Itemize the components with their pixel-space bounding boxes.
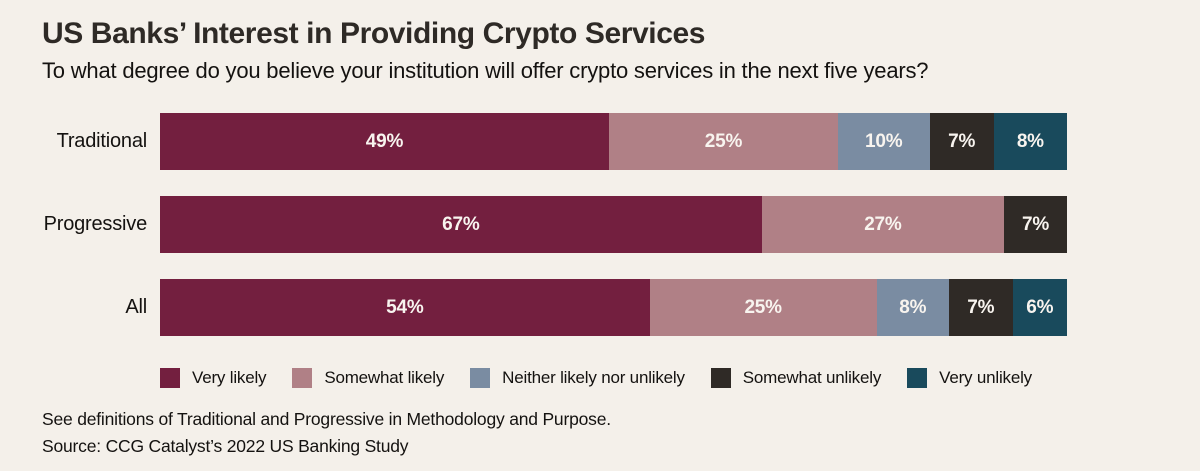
- legend-label-very-likely: Very likely: [192, 368, 267, 387]
- segment-value-label: 7%: [1022, 213, 1050, 235]
- bar-rows: Traditional 49% 25% 10% 7% 8% Progressive 67% 27…: [0, 113, 1200, 362]
- bar-segment-all-very-unlikely: 6%: [1012, 279, 1067, 336]
- bar-segment-traditional-very-likely: 49%: [160, 113, 609, 170]
- legend-swatch-very-unlikely: [907, 368, 928, 388]
- segment-value-label: 25%: [744, 296, 782, 318]
- bar-row-traditional: Traditional 49% 25% 10% 7% 8%: [0, 113, 1200, 170]
- definitions-note: See definitions of Traditional and Progr…: [42, 409, 611, 429]
- segment-value-label: 10%: [865, 130, 903, 152]
- segment-value-label: 67%: [442, 213, 480, 235]
- source-note: Source: CCG Catalyst’s 2022 US Banking S…: [42, 436, 409, 456]
- legend-item-somewhat-likely: Somewhat likely: [292, 368, 444, 388]
- bar-track-traditional: 49% 25% 10% 7% 8%: [160, 113, 1067, 170]
- legend-swatch-very-likely: [160, 368, 180, 388]
- bar-segment-traditional-neither-likely-nor-unlikely: 10%: [837, 113, 930, 170]
- bar-segment-all-somewhat-likely: 25%: [649, 279, 877, 336]
- legend-item-neither-likely-nor-unlikely: Neither likely nor unlikely: [470, 368, 685, 388]
- chart-legend: Very likely Somewhat likely Neither likely…: [160, 368, 1160, 388]
- segment-value-label: 25%: [704, 130, 743, 152]
- segment-value-label: 6%: [1026, 296, 1054, 318]
- bar-segment-traditional-somewhat-unlikely: 7%: [929, 113, 994, 170]
- bar-row-progressive: Progressive 67% 27% 7%: [0, 196, 1200, 253]
- bar-segment-progressive-somewhat-likely: 27%: [761, 196, 1005, 253]
- category-label-progressive: Progressive: [43, 213, 148, 235]
- legend-swatch-somewhat-likely: [292, 368, 313, 388]
- category-label-traditional: Traditional: [56, 130, 148, 152]
- legend-swatch-neither-likely-nor-unlikely: [470, 368, 491, 388]
- segment-value-label: 27%: [864, 213, 902, 235]
- bar-segment-all-somewhat-unlikely: 7%: [949, 279, 1013, 336]
- bar-segment-progressive-very-likely: 67%: [160, 196, 762, 253]
- legend-swatch-somewhat-unlikely: [710, 368, 731, 388]
- segment-value-label: 8%: [899, 296, 927, 318]
- bar-track-progressive: 67% 27% 7%: [160, 196, 1067, 253]
- legend-label-neither-likely-nor-unlikely: Neither likely nor unlikely: [502, 368, 685, 387]
- segment-value-label: 49%: [365, 130, 404, 152]
- legend-label-very-unlikely: Very unlikely: [939, 368, 1032, 387]
- legend-item-somewhat-unlikely: Somewhat unlikely: [710, 368, 882, 388]
- bar-segment-all-very-likely: 54%: [160, 279, 650, 336]
- segment-value-label: 54%: [386, 296, 424, 318]
- category-label-all: All: [125, 296, 147, 318]
- bar-segment-all-neither-likely-nor-unlikely: 8%: [876, 279, 950, 336]
- legend-label-somewhat-unlikely: Somewhat unlikely: [742, 368, 882, 387]
- bar-segment-traditional-very-unlikely: 8%: [993, 113, 1067, 170]
- legend-item-very-likely: Very likely: [160, 368, 267, 388]
- bar-segment-traditional-somewhat-likely: 25%: [608, 113, 838, 170]
- bar-row-all: All 54% 25% 8% 7% 6%: [0, 279, 1200, 336]
- chart-subtitle: To what degree do you believe your insti…: [42, 58, 929, 83]
- legend-label-somewhat-likely: Somewhat likely: [324, 368, 445, 387]
- segment-value-label: 7%: [948, 130, 976, 152]
- bar-segment-progressive-somewhat-unlikely: 7%: [1004, 196, 1067, 253]
- legend-item-very-unlikely: Very unlikely: [907, 368, 1032, 388]
- bar-track-all: 54% 25% 8% 7% 6%: [160, 279, 1067, 336]
- segment-value-label: 7%: [967, 296, 995, 318]
- segment-value-label: 8%: [1016, 130, 1044, 152]
- page-title: US Banks’ Interest in Providing Crypto S…: [42, 17, 706, 50]
